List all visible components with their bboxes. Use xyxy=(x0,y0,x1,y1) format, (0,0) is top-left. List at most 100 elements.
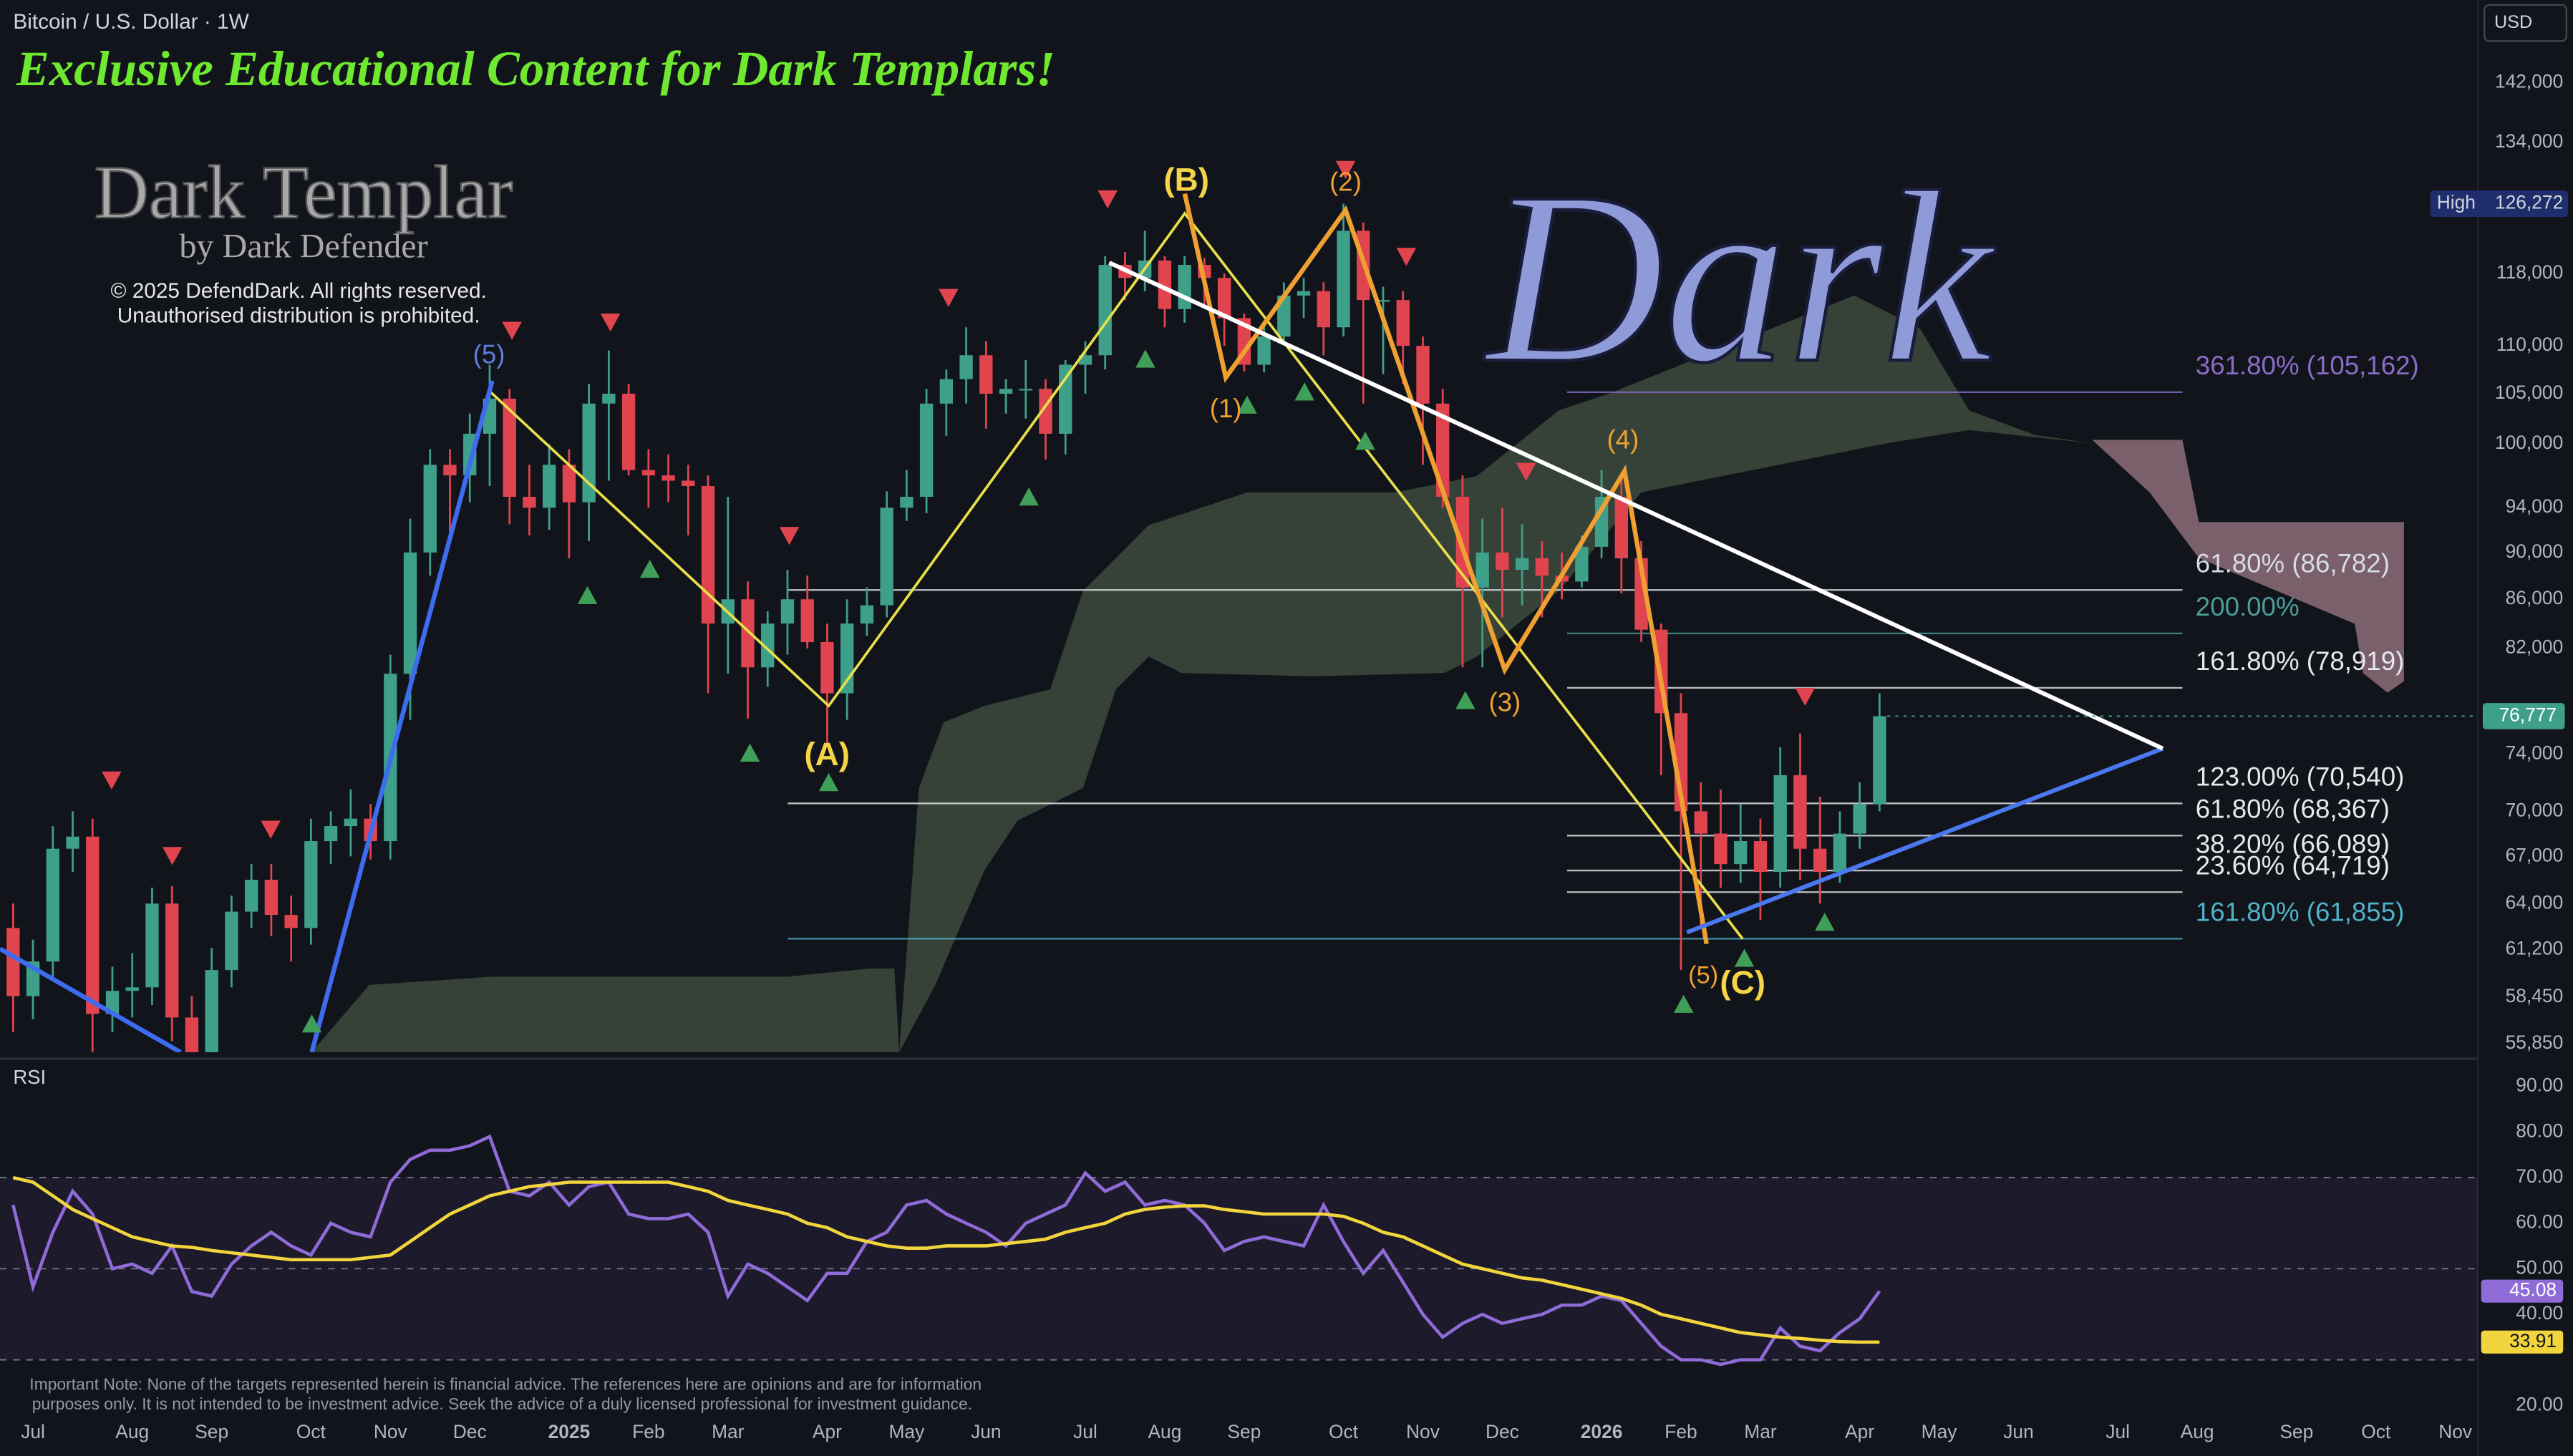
pane-title: RSI xyxy=(13,1066,46,1088)
x-tick-label: Feb xyxy=(1665,1421,1697,1442)
candle-body xyxy=(503,398,516,498)
candle-body xyxy=(1297,291,1311,296)
y-tick-label: 20.00 xyxy=(2516,1393,2563,1414)
fib-label: 23.60% (64,719) xyxy=(2196,851,2390,880)
wave-label: (1) xyxy=(1210,394,1242,423)
y-tick-label: 100,000 xyxy=(2495,432,2563,453)
candle-body xyxy=(205,970,218,1052)
wave-label: (4) xyxy=(1607,425,1639,455)
fib-label: 61.80% (86,782) xyxy=(2196,548,2390,578)
candle-body xyxy=(1476,552,1489,588)
fib-label: 38.20% (66,089) xyxy=(2196,829,2390,858)
sell-marker xyxy=(102,771,122,790)
logo: Dark Templar xyxy=(95,150,513,234)
future-cloud xyxy=(2092,440,2404,693)
high-label: 126,272 xyxy=(2495,192,2563,213)
buy-marker xyxy=(1135,349,1155,368)
wave-label: (A) xyxy=(804,735,850,772)
candle-body xyxy=(761,623,775,668)
signal-markers xyxy=(102,160,1835,1033)
candle-body xyxy=(1416,346,1430,404)
x-tick-label: Dec xyxy=(1486,1421,1519,1442)
buy-marker xyxy=(740,743,760,762)
candle-body xyxy=(1396,300,1410,346)
candle-body xyxy=(1257,336,1271,365)
headline: Exclusive Educational Content for Dark T… xyxy=(16,42,1055,96)
currency-label[interactable]: USD xyxy=(2494,12,2532,32)
sell-marker xyxy=(162,847,183,865)
x-tick-label: 2026 xyxy=(1581,1421,1623,1442)
candle-body xyxy=(125,987,139,991)
x-tick-label: Nov xyxy=(374,1421,408,1442)
candle-body xyxy=(66,836,79,849)
candle-body xyxy=(701,485,715,624)
candle-body xyxy=(264,879,278,916)
y-tick-label: 70.00 xyxy=(2516,1165,2563,1187)
y-tick-label: 90.00 xyxy=(2516,1074,2563,1096)
y-tick-label: 64,000 xyxy=(2506,891,2564,913)
y-tick-label: 80.00 xyxy=(2516,1120,2563,1141)
buy-marker xyxy=(818,773,839,792)
currency-button[interactable] xyxy=(2484,4,2567,42)
x-tick-label: May xyxy=(888,1421,925,1442)
buy-marker xyxy=(1294,382,1314,401)
y-tick-label: 61,200 xyxy=(2506,938,2564,959)
candle-body xyxy=(860,605,874,624)
sell-marker xyxy=(1335,160,1356,179)
wave-label: (B) xyxy=(1163,161,1209,198)
sell-marker xyxy=(600,313,621,332)
candle-body xyxy=(919,403,934,498)
wave-label: (5) xyxy=(473,339,505,369)
wave-label: (2) xyxy=(1329,168,1362,197)
candle-body xyxy=(641,470,656,476)
candle-body xyxy=(780,599,795,624)
x-tick-label: Jul xyxy=(21,1421,45,1442)
candle-body xyxy=(423,465,437,553)
sell-marker xyxy=(1396,248,1417,266)
value-badge xyxy=(2481,1279,2564,1303)
x-tick-label: Oct xyxy=(296,1421,326,1442)
sell-marker xyxy=(779,527,800,545)
x-tick-label: Aug xyxy=(2181,1421,2214,1442)
y-tick-label: 86,000 xyxy=(2506,587,2564,608)
buy-marker xyxy=(1237,395,1257,414)
rsi-line xyxy=(12,1175,1880,1344)
y-tick-label: 60.00 xyxy=(2516,1211,2563,1233)
impulse-line xyxy=(1182,193,1709,945)
candle-body xyxy=(304,841,318,928)
candle-body xyxy=(1575,546,1589,582)
candle-body xyxy=(324,826,338,842)
x-tick-label: Feb xyxy=(632,1421,664,1442)
candle-body xyxy=(403,552,417,674)
candle-body xyxy=(523,497,536,508)
candle-body xyxy=(86,836,100,1014)
x-tick-label: Jul xyxy=(1073,1421,1097,1442)
last-price-label: 76,777 xyxy=(2499,704,2557,725)
resistance-line xyxy=(1108,261,2164,751)
trend-line xyxy=(0,946,182,1052)
wave-lines xyxy=(0,193,2164,1052)
disclaimer: Important Note: None of the targets repr… xyxy=(29,1374,982,1393)
sell-marker xyxy=(261,820,281,839)
candle-body xyxy=(1277,295,1291,337)
fib-label: 200.00% xyxy=(2196,592,2300,621)
candle-body xyxy=(1694,811,1707,834)
candle-body xyxy=(820,641,834,694)
x-tick-label: Apr xyxy=(1845,1421,1874,1442)
rsi-line xyxy=(11,1134,1881,1367)
candle-body xyxy=(800,599,814,642)
buy-marker xyxy=(1673,994,1694,1013)
candle-body xyxy=(1178,264,1191,309)
chart-title: Bitcoin / U.S. Dollar · 1W xyxy=(13,10,249,34)
y-tick-label: 110,000 xyxy=(2496,334,2563,355)
last-price-badge xyxy=(2482,703,2565,729)
high-badge xyxy=(2430,190,2569,218)
y-tick-label: 90,000 xyxy=(2506,540,2564,562)
support-line xyxy=(1686,746,2164,935)
candle-body xyxy=(562,465,576,503)
candle-body xyxy=(145,903,159,988)
cloud xyxy=(311,968,900,1052)
candle-body xyxy=(1059,364,1072,434)
overlays xyxy=(311,295,2404,1052)
fib-label: 61.80% (68,367) xyxy=(2196,795,2390,824)
